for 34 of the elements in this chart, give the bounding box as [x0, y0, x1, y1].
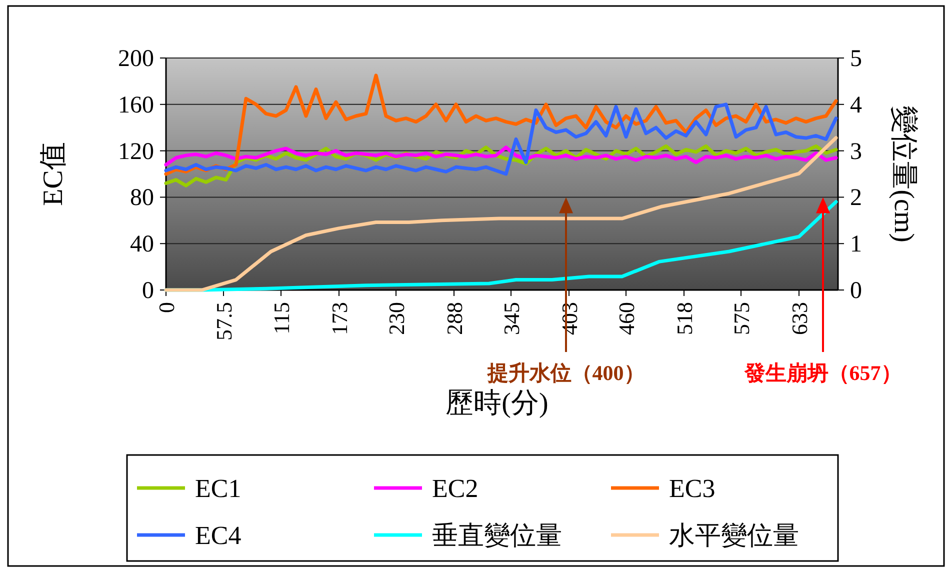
- y-tick-label: 120: [118, 138, 154, 165]
- x-tick-label: 345: [499, 302, 524, 335]
- y-tick-label: 0: [142, 278, 154, 304]
- y2-tick-label: 2: [850, 185, 862, 212]
- y2-tick-label: 0: [850, 278, 862, 304]
- x-tick-label: 57.5: [212, 302, 236, 340]
- legend-label: EC4: [195, 521, 242, 550]
- ref-line-label: 提升水位（400）: [486, 361, 645, 385]
- x-tick-label: 173: [327, 302, 352, 335]
- ref-line-label: 發生崩坍（657）: [743, 361, 902, 385]
- y-tick-label: 200: [118, 46, 154, 72]
- x-tick-label: 0: [154, 302, 179, 313]
- y2-axis-title: 變位量(cm): [888, 106, 919, 242]
- x-axis-title: 歷時(分): [446, 388, 548, 419]
- x-tick-label: 115: [269, 302, 294, 334]
- x-tick-label: 460: [614, 302, 639, 335]
- y-tick-label: 40: [130, 232, 154, 258]
- x-tick-label: 518: [672, 302, 697, 335]
- legend-label: EC2: [432, 474, 478, 503]
- y-axis-title: EC值: [38, 142, 69, 206]
- x-tick-label: 633: [787, 302, 812, 335]
- legend-label: 水平變位量: [669, 521, 799, 550]
- y2-tick-label: 4: [850, 92, 862, 118]
- x-tick-label: 230: [384, 302, 409, 335]
- legend-label: 垂直變位量: [432, 521, 562, 550]
- y-tick-label: 160: [118, 92, 154, 118]
- y2-tick-label: 5: [850, 46, 862, 72]
- y2-tick-label: 3: [850, 138, 862, 165]
- legend-label: EC3: [669, 474, 716, 503]
- y2-tick-label: 1: [850, 232, 862, 258]
- x-tick-label: 575: [729, 302, 754, 335]
- legend-label: EC1: [195, 474, 242, 503]
- y-tick-label: 80: [130, 185, 154, 212]
- x-tick-label: 288: [442, 302, 467, 335]
